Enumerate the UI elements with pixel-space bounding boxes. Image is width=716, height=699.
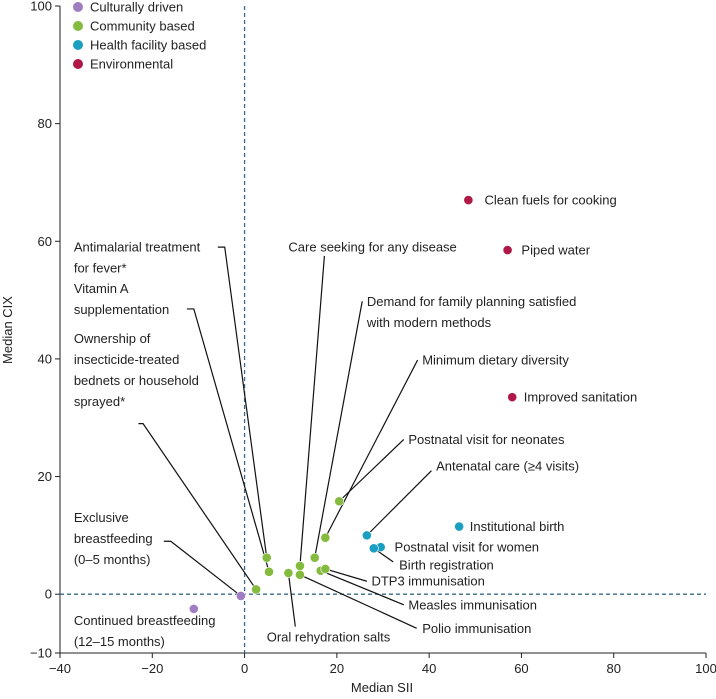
- annotation-leader-line: [287, 572, 296, 627]
- scatter-point: [235, 591, 246, 601]
- point-annotation: Exclusive breastfeeding (0–5 months): [74, 510, 153, 567]
- annotation-leader-line: [299, 574, 417, 629]
- point-annotation: Postnatal visit for neonates: [408, 432, 565, 447]
- scatter-point: [188, 603, 199, 614]
- y-axis-title: Median CIX: [0, 296, 15, 364]
- annotation-leader-line: [163, 540, 242, 597]
- scatter-point: [507, 392, 518, 403]
- annotation-leader-line: [366, 470, 432, 536]
- legend: Culturally driven Community based Health f…: [73, 0, 206, 72]
- scatter-point: [295, 561, 305, 571]
- legend-label: Environmental: [90, 57, 173, 72]
- legend-marker: [73, 2, 83, 12]
- point-annotation: Minimum dietary diversity: [422, 353, 569, 368]
- x-tick-label: 80: [606, 661, 620, 676]
- scatter-point: [283, 568, 294, 578]
- scatter-point: [309, 552, 320, 563]
- point-annotation: Antenatal care (≥4 visits): [436, 458, 579, 473]
- point-annotation: Measles immunisation: [408, 597, 537, 612]
- x-tick-label: 40: [422, 661, 436, 676]
- x-tick-label: 100: [695, 661, 716, 676]
- reference-lines: [60, 6, 706, 653]
- annotation-leader-line: [138, 423, 257, 590]
- annotation-leader-line: [186, 308, 270, 572]
- point-annotation: Piped water: [521, 243, 590, 258]
- y-tick-label: 60: [38, 234, 52, 249]
- x-tick-label: −20: [141, 661, 163, 676]
- scatter-point: [264, 566, 274, 577]
- point-annotation: Ownership of insecticide-treated bednets o…: [74, 331, 199, 409]
- axes: −40 −20 0 20 40 60 80 100 −10 0 20 40 60 80 100: [30, 0, 716, 676]
- annotation-labels: Clean fuels for cooking Piped water Improv…: [74, 193, 637, 650]
- point-annotation: DTP3 immunisation: [371, 574, 484, 589]
- point-annotation: Institutional birth: [470, 519, 565, 534]
- y-tick-label: −10: [30, 646, 52, 661]
- point-annotation: Oral rehydration salts: [267, 630, 391, 645]
- x-tick-label: 60: [514, 661, 528, 676]
- scatter-point: [320, 532, 331, 543]
- legend-marker: [73, 40, 83, 50]
- scatter-point: [251, 584, 262, 595]
- y-tick-label: 20: [38, 469, 52, 484]
- scatter-point: [454, 521, 465, 532]
- x-tick-label: 0: [241, 661, 248, 676]
- x-tick-label: −40: [49, 661, 71, 676]
- point-annotation: Birth registration: [399, 557, 494, 572]
- x-axis-title: Median SII: [351, 680, 413, 695]
- annotation-leaders: [138, 246, 432, 629]
- y-tick-label: 100: [30, 0, 52, 14]
- scatter-point: [334, 496, 345, 507]
- y-tick-label: 0: [45, 587, 52, 602]
- y-tick-label: 80: [38, 116, 52, 131]
- point-annotation: Postnatal visit for women: [395, 540, 540, 555]
- annotation-leader-line: [324, 359, 419, 538]
- legend-label: Community based: [90, 19, 195, 34]
- scatter-point: [295, 569, 305, 580]
- scatter-point: [463, 195, 474, 205]
- scatter-point: [361, 530, 372, 541]
- point-annotation: Clean fuels for cooking: [485, 193, 617, 208]
- annotation-leader-line: [217, 246, 268, 558]
- scatter-point: [261, 552, 272, 563]
- annotation-leader-line: [314, 301, 363, 558]
- point-annotation: Continued breastfeeding (12–15 months): [74, 613, 216, 649]
- scatter-point: [368, 543, 379, 554]
- annotation-leader-line: [299, 255, 325, 566]
- point-annotation: Demand for family planning satisfied with…: [366, 294, 577, 330]
- legend-marker: [73, 59, 83, 69]
- annotation-leader-line: [320, 570, 404, 606]
- y-tick-label: 40: [38, 351, 52, 366]
- scatter-point: [320, 563, 331, 574]
- point-annotation: Care seeking for any disease: [288, 240, 456, 255]
- scatter-point: [502, 245, 513, 255]
- point-annotation: Antimalarial treatment for fever*: [74, 240, 201, 276]
- legend-label: Culturally driven: [90, 0, 183, 15]
- point-annotation: Polio immunisation: [422, 621, 531, 636]
- legend-marker: [73, 21, 83, 31]
- x-tick-label: 20: [330, 661, 344, 676]
- point-annotation: Improved sanitation: [524, 390, 637, 405]
- data-points: [188, 195, 518, 614]
- legend-label: Health facility based: [90, 38, 206, 53]
- annotation-leader-line: [325, 568, 368, 582]
